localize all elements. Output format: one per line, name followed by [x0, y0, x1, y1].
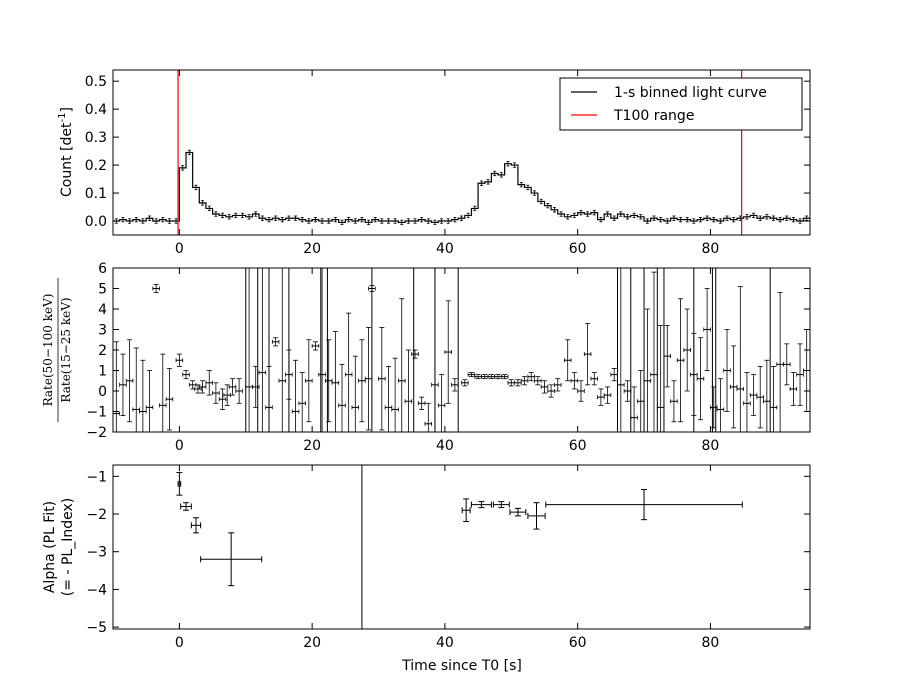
y-axis-label: Alpha (PL Fit) (= - PL_Index): [42, 498, 76, 596]
legend-label-t100: T100 range: [613, 108, 694, 124]
y-tick-label: 6: [98, 261, 107, 277]
light-curve-line: [113, 151, 810, 224]
y-tick-label: 0.1: [85, 186, 107, 202]
y-tick-label: 3: [98, 323, 107, 339]
hardness-ratio-panel: 0 20 40 60 80 −2 −1 0 1 2 3 4 5 6 Rate(50−100 keV) Ra…: [41, 261, 811, 454]
y-tick-label: 0.2: [85, 158, 107, 174]
y-tick-label: 5: [98, 282, 107, 298]
y-tick-label: 0.5: [85, 74, 107, 90]
x-tick-label: 60: [569, 438, 587, 454]
y-tick-label: −2: [86, 507, 107, 523]
x-tick-label: 80: [702, 438, 720, 454]
x-tick-label: 20: [303, 635, 321, 651]
svg-text:Rate(50−100 keV): Rate(50−100 keV): [41, 294, 55, 407]
legend-label-light-curve: 1-s binned light curve: [614, 85, 767, 101]
x-tick-label: 0: [175, 635, 184, 651]
panel-frame: [112, 464, 811, 630]
x-tick-label: 40: [436, 438, 454, 454]
y-tick-label: −1: [86, 469, 107, 485]
svg-text:(= - PL_Index): (= - PL_Index): [60, 498, 76, 596]
panel-frame: [112, 267, 811, 433]
x-tick-label: 60: [569, 241, 587, 257]
svg-text:Rate(15−25 keV): Rate(15−25 keV): [59, 297, 73, 402]
x-tick-label: 0: [175, 438, 184, 454]
y-tick-label: 0.4: [85, 102, 107, 118]
x-tick-label: 0: [175, 241, 184, 257]
x-tick-label: 20: [303, 438, 321, 454]
x-tick-label: 80: [702, 635, 720, 651]
x-tick-label: 80: [702, 241, 720, 257]
x-tick-label: 40: [436, 635, 454, 651]
y-tick-label: −2: [86, 425, 107, 441]
y-tick-label: −5: [86, 620, 107, 636]
y-tick-label: 4: [98, 302, 107, 318]
panel-frame: [112, 69, 811, 236]
y-tick-label: 1: [98, 364, 107, 380]
legend-box: [559, 77, 803, 131]
y-tick-label: 0.0: [85, 214, 107, 230]
x-tick-label: 40: [436, 241, 454, 257]
y-tick-label: −4: [86, 582, 107, 598]
x-tick-label: 60: [569, 635, 587, 651]
x-tick-label: 20: [303, 241, 321, 257]
y-tick-label: −3: [86, 545, 107, 561]
y-axis-label: Rate(50−100 keV) Rate(15−25 keV): [41, 278, 73, 422]
svg-text:Alpha (PL Fit): Alpha (PL Fit): [42, 501, 58, 593]
y-axis-label: Count [det-1]: [57, 107, 75, 197]
alpha-panel: 0 20 40 60 80 −5 −4 −3 −2 −1 Alpha (PL Fit) (= - …: [42, 464, 811, 674]
y-tick-label: 0: [98, 384, 107, 400]
legend: 1-s binned light curve T100 range: [559, 77, 803, 131]
y-tick-label: −1: [86, 405, 107, 421]
y-tick-label: 2: [98, 343, 107, 359]
light-curve-panel: 0 20 40 60 80 0.0 0.1 0.2 0.3 0.4 0.5 Count [det-1…: [57, 69, 811, 257]
x-axis-label: Time since T0 [s]: [401, 658, 522, 674]
y-tick-label: 0.3: [85, 130, 107, 146]
